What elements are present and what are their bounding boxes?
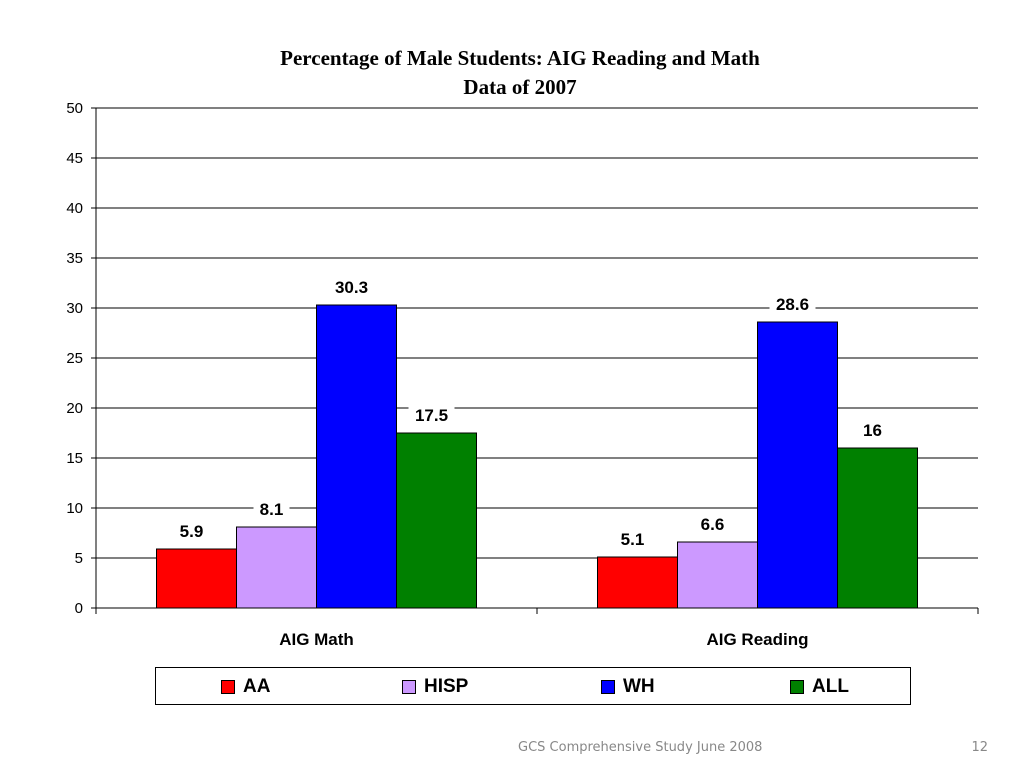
- bar-aig-reading-all: [837, 447, 918, 609]
- data-label-aig-reading-hisp: 6.6: [701, 515, 725, 534]
- legend-label-hisp: HISP: [424, 676, 469, 697]
- y-tick-label-0: 0: [75, 600, 83, 617]
- data-label-bg-aig-math-hisp: [253, 500, 290, 520]
- data-label-bg-aig-math-all: [408, 406, 455, 426]
- legend-item-all: ALL: [790, 676, 849, 698]
- legend-label-all: ALL: [812, 676, 849, 697]
- data-label-aig-reading-wh: 28.6: [776, 295, 809, 314]
- data-label-bg-aig-reading-aa: [614, 530, 651, 550]
- data-label-bg-aig-reading-wh: [769, 295, 816, 315]
- y-tick-label-5: 5: [75, 550, 83, 567]
- y-tick-label-15: 15: [66, 450, 83, 467]
- y-tick-label-40: 40: [66, 200, 83, 217]
- chart-title-line2: Data of 2007: [463, 75, 577, 99]
- bar-aig-reading-aa: [597, 556, 678, 609]
- data-label-bg-aig-reading-all: [859, 421, 886, 441]
- data-label-bg-aig-math-wh: [328, 278, 375, 298]
- data-label-aig-math-all: 17.5: [415, 406, 448, 425]
- legend-item-aa: AA: [221, 676, 270, 698]
- data-label-aig-reading-all: 16: [863, 421, 882, 440]
- data-label-bg-aig-reading-hisp: [694, 515, 731, 535]
- legend-item-wh: WH: [601, 676, 655, 698]
- bar-aig-reading-wh: [757, 321, 838, 609]
- legend-label-wh: WH: [623, 676, 655, 697]
- y-tick-label-20: 20: [66, 400, 83, 417]
- y-tick-label-30: 30: [66, 300, 83, 317]
- y-tick-label-10: 10: [66, 500, 83, 517]
- chart-title-line1: Percentage of Male Students: AIG Reading…: [280, 46, 760, 70]
- legend-swatch-aa: [221, 680, 235, 694]
- legend-swatch-all: [790, 680, 804, 694]
- bar-aig-math-hisp: [236, 526, 317, 609]
- y-tick-label-45: 45: [66, 150, 83, 167]
- data-label-aig-math-aa: 5.9: [180, 522, 204, 541]
- y-tick-label-50: 50: [66, 100, 83, 117]
- legend-swatch-wh: [601, 680, 615, 694]
- y-tick-label-35: 35: [66, 250, 83, 267]
- slide-footer: GCS Comprehensive Study June 2008 12: [0, 740, 1024, 760]
- footer-text: GCS Comprehensive Study June 2008: [518, 740, 763, 755]
- legend-label-aa: AA: [243, 676, 271, 697]
- y-tick-label-25: 25: [66, 350, 83, 367]
- chart-legend: AA HISP WH ALL: [155, 667, 911, 705]
- data-label-aig-math-hisp: 8.1: [260, 500, 284, 519]
- legend-swatch-hisp: [402, 680, 416, 694]
- data-label-aig-math-wh: 30.3: [335, 278, 368, 297]
- chart-title: Percentage of Male Students: AIG Reading…: [0, 44, 1024, 102]
- data-label-aig-reading-aa: 5.1: [621, 530, 645, 549]
- bar-aig-math-aa: [156, 548, 237, 609]
- chart-plot: 0 5 10 15 20 25 30 35 40 45 50 5.9 8.1 30.3 17.5 AIG Ma…: [66, 100, 979, 649]
- x-tick-label-aig-reading: AIG Reading: [706, 630, 808, 649]
- bar-aig-reading-hisp: [677, 541, 758, 609]
- x-tick-label-aig-math: AIG Math: [279, 630, 354, 649]
- legend-item-hisp: HISP: [402, 676, 468, 698]
- bar-aig-math-all: [396, 432, 477, 609]
- page-number: 12: [971, 740, 988, 755]
- data-label-bg-aig-math-aa: [173, 522, 210, 542]
- bar-aig-math-wh: [316, 304, 397, 609]
